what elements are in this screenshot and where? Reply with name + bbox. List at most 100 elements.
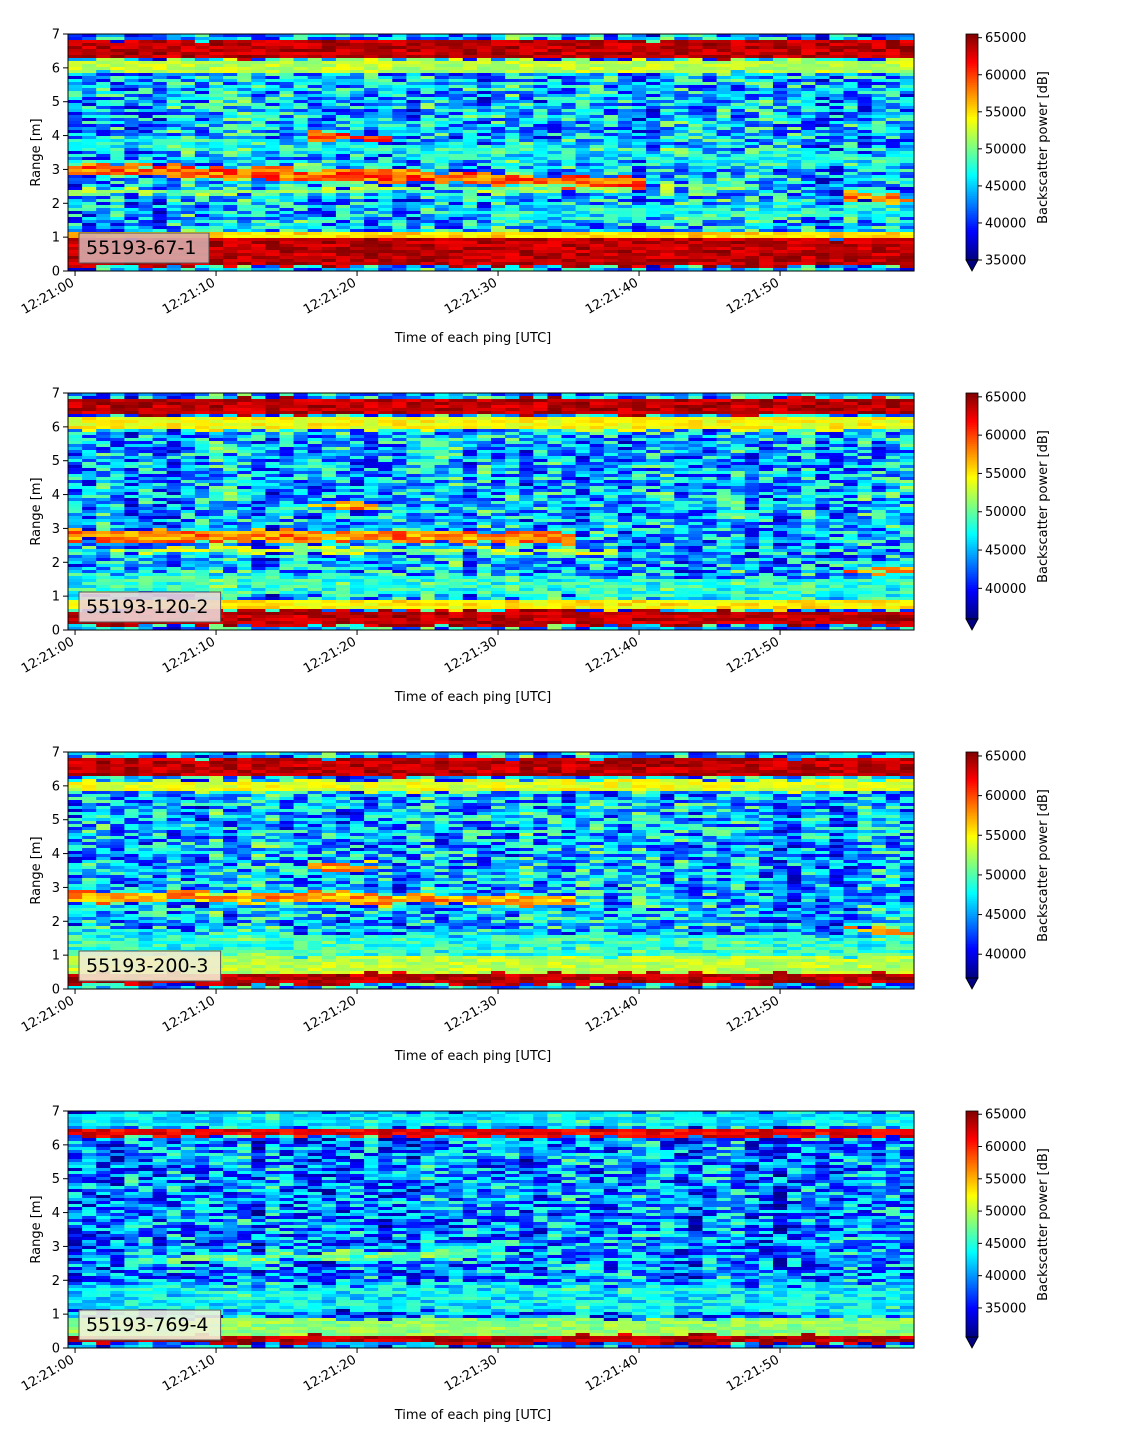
heatmap-cell [547,49,563,53]
heatmap-cell [787,121,802,125]
heatmap-cell [335,232,351,236]
heatmap-cell [110,202,125,206]
heatmap-cell [279,124,295,128]
heatmap-cell [632,253,647,257]
heatmap-cell [758,178,774,182]
heatmap-cell [716,262,732,266]
heatmap-cell [434,235,450,239]
heatmap-cell [702,49,718,53]
heatmap-cell [688,211,704,215]
heatmap-cell [646,217,661,221]
heatmap-cell [166,118,182,122]
heatmap-cell [434,133,450,137]
heatmap-cell [420,175,436,179]
heatmap-cell [758,211,774,215]
heatmap-cell [237,214,252,218]
heatmap-cell [307,199,323,203]
heatmap-cell [96,139,111,143]
heatmap-cell [448,133,464,137]
heatmap-cell [265,82,281,86]
heatmap-cell [660,259,675,263]
x-tick-label: 12:21:50 [724,275,782,317]
heatmap-cell [237,238,252,242]
heatmap-cell [293,142,309,146]
heatmap-cell [702,259,718,263]
heatmap-cell [293,148,309,152]
heatmap-cell [744,157,760,161]
heatmap-cell [491,118,506,122]
heatmap-cell [899,259,915,263]
heatmap-cell [758,79,774,83]
heatmap-cell [589,253,605,257]
heatmap-cell [68,396,83,400]
heatmap-cell [646,136,661,140]
heatmap-cell [688,241,704,245]
heatmap-cell [166,85,182,89]
heatmap-cell [899,109,915,113]
colorbar-segment [966,244,978,248]
heatmap-cell [265,124,281,128]
heatmap-cell [406,181,422,185]
heatmap-cell [138,85,154,89]
heatmap-cell [223,76,238,80]
colorbar-segment [966,41,978,44]
heatmap-cell [491,55,506,59]
heatmap-cell [462,52,478,56]
heatmap-cell [801,262,816,266]
heatmap-cell [857,178,873,182]
heatmap-cell [561,49,577,53]
heatmap-cell [138,226,154,230]
heatmap-cell [434,142,450,146]
heatmap-cell [462,61,478,65]
heatmap-cell [561,232,577,236]
heatmap-cell [68,49,83,53]
heatmap-cell [758,160,774,164]
heatmap-cell [843,181,859,185]
heatmap-cell [589,148,605,152]
heatmap-cell [462,199,478,203]
heatmap-cell [829,229,845,233]
heatmap-cell [180,154,196,158]
heatmap-cell [180,220,196,224]
heatmap-cell [871,169,887,173]
heatmap-cell [491,100,506,104]
heatmap-cell [321,91,337,95]
heatmap-cell [716,226,732,230]
heatmap-cell [335,235,351,239]
heatmap-cell [688,214,704,218]
heatmap-cell [350,175,365,179]
heatmap-cell [448,202,464,206]
x-tick-label: 12:21:40 [583,275,641,317]
heatmap-cell [209,145,224,149]
heatmap-cell [293,223,309,227]
heatmap-cell [505,34,520,38]
heatmap-cell [138,115,154,119]
heatmap-cell [561,46,577,50]
heatmap-cell [265,265,281,269]
heatmap-cell [209,97,224,101]
heatmap-cell [702,52,718,56]
heatmap-cell [505,196,520,200]
heatmap-cell [547,46,563,50]
heatmap-cell [194,58,210,62]
heatmap-cell [702,103,718,107]
heatmap-cell [293,121,309,125]
heatmap-cell [420,196,436,200]
heatmap-cell [68,501,83,505]
heatmap-cell [561,175,577,179]
heatmap-cell [519,163,534,167]
heatmap-cell [68,163,83,167]
heatmap-cell [617,118,633,122]
heatmap-cell [96,217,111,221]
heatmap-cell [364,238,379,242]
heatmap-cell [589,175,605,179]
heatmap-cell [547,61,563,65]
heatmap-cell [660,61,675,65]
heatmap-cell [378,124,393,128]
heatmap-cell [702,121,718,125]
heatmap-cell [124,169,140,173]
heatmap-cell [603,262,619,266]
heatmap-cell [773,184,788,188]
heatmap-cell [660,187,675,191]
